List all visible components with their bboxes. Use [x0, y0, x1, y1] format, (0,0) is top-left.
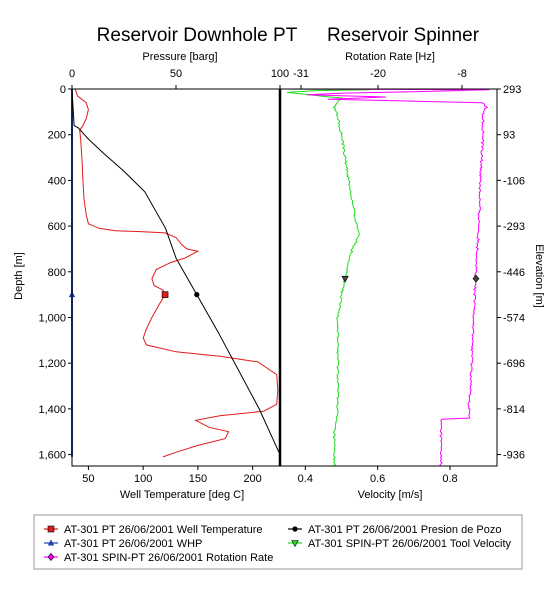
right-chart-title: Reservoir Spinner — [327, 25, 480, 46]
elevation-tick-label: -293 — [503, 221, 525, 233]
depth-tick-label: 1,600 — [38, 450, 66, 462]
elevation-tick-label: -106 — [503, 175, 525, 187]
temperature-tick-label: 150 — [189, 473, 207, 485]
tool-velocity-line — [283, 88, 370, 467]
legend: AT-301 PT 26/06/2001 Well Temperature AT-… — [33, 514, 523, 570]
depth-tick-label: 400 — [48, 175, 66, 187]
depth-tick-label: 600 — [48, 221, 66, 233]
legend-whp-label: AT-301 PT 26/06/2001 WHP — [64, 538, 202, 550]
tool-velocity-marker — [341, 275, 349, 283]
depth-axis-label: Depth [m] — [13, 252, 25, 300]
rotation-tick-label: -8 — [457, 68, 467, 80]
rotation-rate-marker — [472, 274, 480, 283]
elevation-axis-label: Elevation [m] — [533, 244, 545, 308]
velocity-tick-label: 0.4 — [298, 473, 313, 485]
temperature-tick-label: 200 — [243, 473, 261, 485]
depth-tick-label: 0 — [60, 84, 66, 96]
legend-tool-velocity-label: AT-301 SPIN-PT 26/06/2001 Tool Velocity — [308, 538, 512, 550]
pressure-marker — [194, 292, 200, 298]
well-temperature-marker — [161, 291, 169, 298]
depth-tick-label: 1,400 — [38, 404, 66, 416]
left-chart-title: Reservoir Downhole PT — [97, 25, 298, 46]
left-plot-frame — [71, 88, 281, 467]
rotation-tick-label: -31 — [293, 68, 309, 80]
elevation-tick-label: 93 — [503, 130, 515, 142]
legend-pressure-label: AT-301 PT 26/06/2001 Presion de Pozo — [308, 524, 501, 536]
rotation-tick-label: -20 — [370, 68, 386, 80]
right-plot-frame — [279, 88, 498, 467]
depth-tick-label: 800 — [48, 267, 66, 279]
pressure-axis-label: Pressure [barg] — [142, 51, 217, 63]
pressure-tick-label: 100 — [271, 68, 289, 80]
legend-whp-marker — [47, 539, 55, 546]
temperature-tick-label: 50 — [82, 473, 94, 485]
depth-tick-label: 200 — [48, 130, 66, 142]
temperature-axis-label: Well Temperature [deg C] — [120, 489, 244, 501]
pressure-tick-label: 50 — [170, 68, 182, 80]
legend-box — [33, 514, 523, 570]
elevation-tick-label: -446 — [503, 267, 525, 279]
axis-ticks: 0 200 400 600 800 1,000 1,200 1,400 1,600 293 93 -1… — [38, 68, 525, 485]
elevation-tick-label: -936 — [503, 450, 525, 462]
pressure-line — [71, 88, 281, 455]
elevation-tick-label: -574 — [503, 312, 525, 324]
series-markers — [68, 274, 480, 298]
temperature-tick-label: 100 — [134, 473, 152, 485]
velocity-tick-label: 0.8 — [442, 473, 457, 485]
legend-rotation-rate-label: AT-301 SPIN-PT 26/06/2001 Rotation Rate — [64, 552, 273, 564]
depth-tick-label: 1,000 — [38, 312, 66, 324]
elevation-tick-label: 293 — [503, 84, 521, 96]
legend-pressure-marker — [292, 526, 298, 532]
pressure-tick-label: 0 — [69, 68, 75, 80]
elevation-tick-label: -814 — [503, 404, 525, 416]
well-temperature-line — [74, 88, 279, 458]
legend-tool-velocity-marker — [291, 540, 299, 548]
rotation-rate-line — [286, 88, 490, 467]
legend-rotation-rate-marker — [47, 553, 55, 561]
velocity-axis-label: Velocity [m/s] — [358, 489, 423, 501]
depth-tick-label: 1,200 — [38, 358, 66, 370]
velocity-tick-label: 0.6 — [370, 473, 385, 485]
elevation-tick-label: -696 — [503, 358, 525, 370]
legend-well-temperature-label: AT-301 PT 26/06/2001 Well Temperature — [64, 524, 263, 536]
legend-well-temperature-marker — [47, 525, 55, 533]
rotation-axis-label: Rotation Rate [Hz] — [345, 51, 435, 63]
